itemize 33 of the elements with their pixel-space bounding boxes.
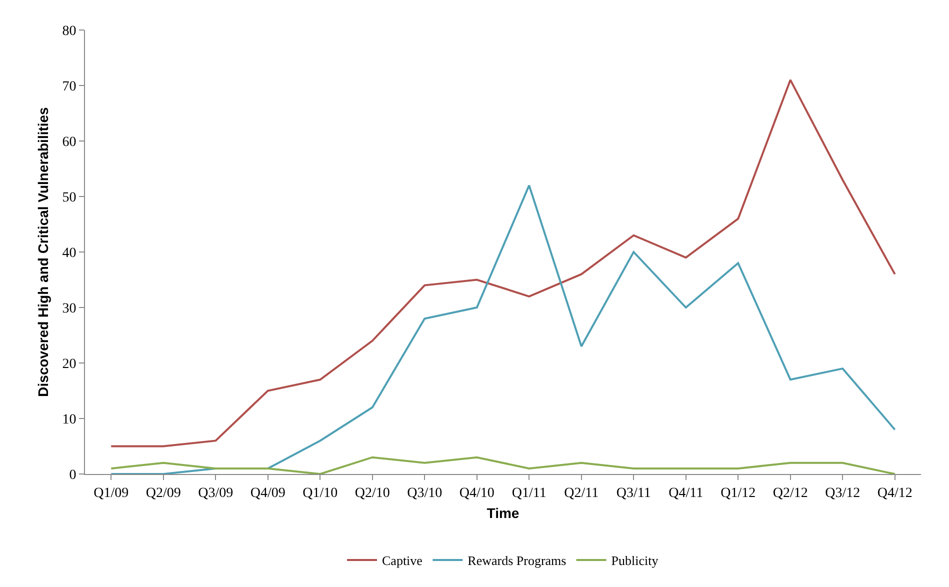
x-tick-label: Q4/10 — [459, 486, 494, 501]
x-tick-label: Q1/09 — [94, 486, 129, 501]
x-axis-title: Time — [486, 505, 520, 522]
y-tick-label: 30 — [62, 301, 76, 316]
legend-label: Publicity — [611, 553, 659, 568]
x-tick-label: Q3/11 — [616, 486, 651, 501]
x-tick-label: Q3/09 — [198, 486, 234, 501]
y-tick-label: 10 — [62, 412, 76, 428]
y-tick-label: 40 — [62, 246, 76, 261]
x-tick-label: Q4/09 — [250, 486, 286, 501]
y-axis-title: Discovered High and Critical Vulnerabilities — [34, 106, 51, 397]
x-tick-label: Q3/12 — [825, 486, 860, 501]
x-tick-label: Q1/12 — [720, 486, 756, 501]
line-series — [110, 184, 896, 474]
y-tick-label: 70 — [62, 79, 76, 94]
x-tick-label: Q2/10 — [354, 486, 390, 501]
legend-label: Rewards Programs — [468, 553, 566, 568]
line-series — [110, 78, 896, 448]
x-tick-label: Q2/09 — [146, 486, 181, 501]
x-tick-label: Q1/11 — [512, 486, 546, 501]
x-tick-label: Q2/11 — [564, 486, 599, 501]
y-tick-label: 0 — [69, 468, 76, 483]
x-tick-label: Q3/10 — [407, 486, 442, 501]
line-series — [110, 456, 896, 474]
x-tick-label: Q4/11 — [668, 486, 704, 501]
legend-label: Captive — [382, 553, 423, 568]
y-tick-label: 80 — [62, 24, 76, 39]
x-tick-label: Q1/10 — [302, 486, 338, 501]
y-tick-label: 20 — [62, 356, 76, 372]
y-tick-label: 50 — [62, 190, 76, 206]
y-tick-label: 60 — [62, 134, 76, 150]
x-tick-label: Q4/12 — [877, 486, 912, 501]
x-tick-label: Q2/12 — [772, 486, 808, 501]
